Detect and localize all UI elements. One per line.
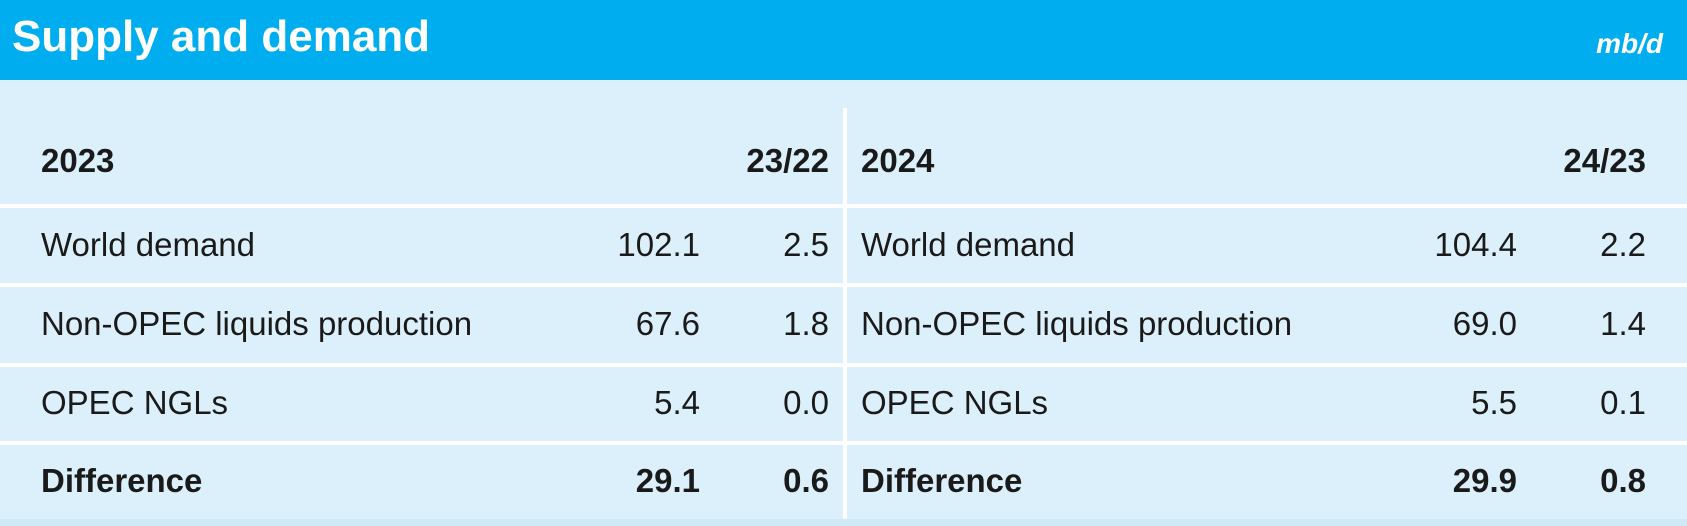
- value: 29.9: [1452, 462, 1517, 499]
- change: 0.0: [783, 384, 829, 421]
- row-label: World demand: [41, 225, 256, 263]
- value: 67.6: [635, 305, 700, 342]
- change: 2.2: [1600, 225, 1646, 263]
- change: 0.1: [1600, 384, 1646, 421]
- change-header: 23/22: [746, 142, 829, 179]
- row-label: OPEC NGLs: [861, 384, 1049, 421]
- change: 0.6: [783, 462, 829, 499]
- row-divider: [847, 363, 1687, 367]
- row-label: Non-OPEC liquids production: [861, 305, 1293, 342]
- footer-strip: [0, 519, 1687, 526]
- row-divider: [847, 441, 1687, 445]
- title: Supply and demand: [12, 12, 431, 61]
- row-label: Difference: [41, 462, 203, 499]
- row-divider: [0, 363, 843, 367]
- header-bar: Supply and demand mb/d: [0, 0, 1687, 80]
- change-header: 24/23: [1563, 142, 1646, 179]
- row-divider: [847, 204, 1687, 208]
- year-header: 2024: [861, 142, 935, 179]
- row-label: Difference: [861, 462, 1023, 499]
- value: 5.4: [654, 384, 700, 421]
- row-label: Non-OPEC liquids production: [41, 305, 473, 342]
- change: 0.8: [1600, 462, 1646, 499]
- row-divider: [0, 441, 843, 445]
- value: 29.1: [635, 462, 700, 499]
- value: 5.5: [1471, 384, 1517, 421]
- row-label: World demand: [861, 225, 1076, 263]
- year-header: 2023: [41, 142, 115, 179]
- change: 2.5: [783, 225, 829, 263]
- value: 104.4: [1434, 225, 1517, 263]
- change: 1.4: [1600, 305, 1646, 342]
- column-divider: [843, 108, 847, 519]
- value: 69.0: [1452, 305, 1517, 342]
- change: 1.8: [783, 305, 829, 342]
- row-divider: [0, 204, 843, 208]
- row-divider: [0, 283, 843, 287]
- row-divider: [847, 283, 1687, 287]
- value: 102.1: [617, 225, 700, 263]
- unit: mb/d: [1596, 28, 1663, 59]
- row-label: OPEC NGLs: [41, 384, 229, 421]
